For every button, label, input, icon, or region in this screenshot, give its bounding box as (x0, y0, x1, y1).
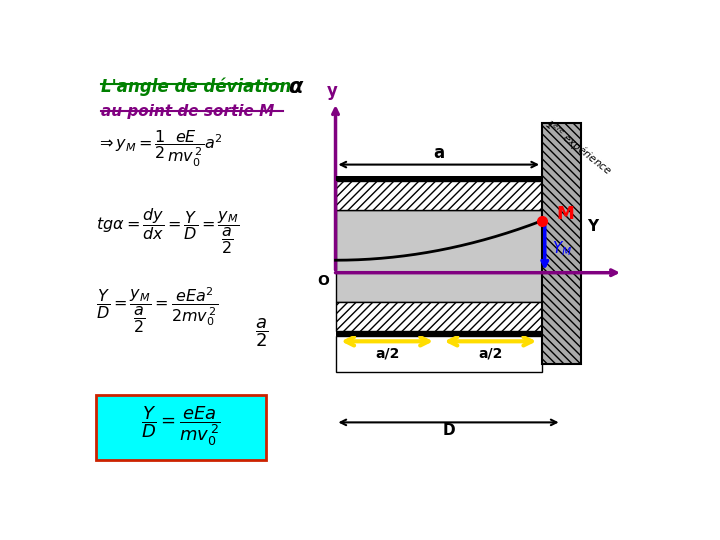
Text: a: a (433, 144, 444, 163)
Bar (336, 336, 542, 373)
Bar (336, 176, 542, 181)
Bar (336, 302, 542, 331)
Text: $\dfrac{Y}{D} = \dfrac{y_M}{\,\dfrac{a}{2}\,} = \dfrac{eEa^2}{2mv_0^{\,2}}$: $\dfrac{Y}{D} = \dfrac{y_M}{\,\dfrac{a}{… (96, 285, 218, 335)
Text: $Y_M$: $Y_M$ (552, 239, 572, 258)
Text: y: y (328, 82, 338, 100)
Text: a/2: a/2 (478, 347, 503, 361)
Bar (336, 181, 542, 210)
Bar (336, 210, 542, 302)
Text: $\dfrac{a}{2}$: $\dfrac{a}{2}$ (255, 316, 268, 349)
Text: $tg\alpha = \dfrac{dy}{dx} = \dfrac{Y}{D} = \dfrac{y_M}{\,\dfrac{a}{2}\,}$: $tg\alpha = \dfrac{dy}{dx} = \dfrac{Y}{D… (96, 206, 239, 256)
Bar (542, 123, 581, 364)
Text: D: D (442, 423, 455, 438)
Text: Y: Y (587, 219, 598, 234)
Text: $\dfrac{Y}{D} = \dfrac{eEa}{mv_0^{\,2}}$: $\dfrac{Y}{D} = \dfrac{eEa}{mv_0^{\,2}}$ (141, 404, 221, 448)
Text: α: α (288, 77, 302, 97)
Text: 1$^{ère}$ expérience: 1$^{ère}$ expérience (541, 117, 616, 179)
Bar (336, 331, 542, 336)
Text: L'angle de déviation: L'angle de déviation (101, 77, 292, 96)
Text: M: M (556, 205, 574, 222)
Text: $\Rightarrow y_M = \dfrac{1}{2}\dfrac{eE}{mv_0^{\,2}}a^2$: $\Rightarrow y_M = \dfrac{1}{2}\dfrac{eE… (96, 129, 222, 170)
FancyBboxPatch shape (96, 395, 266, 460)
Text: O: O (318, 274, 329, 288)
Text: a/2: a/2 (375, 347, 400, 361)
Text: au point de sortie M: au point de sortie M (101, 104, 274, 119)
